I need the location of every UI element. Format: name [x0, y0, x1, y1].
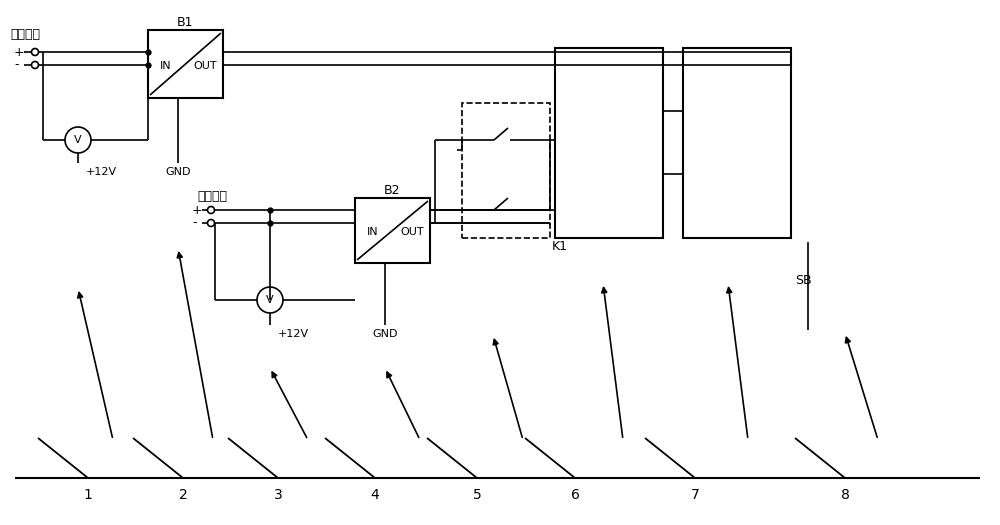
Bar	[355, 198, 430, 263]
Bar	[683, 48, 791, 238]
Text: GND: GND	[372, 329, 398, 339]
Text: 4: 4	[371, 488, 379, 502]
Text: +12V: +12V	[278, 329, 309, 339]
Text: IN: IN	[160, 61, 172, 71]
Text: +12V: +12V	[86, 167, 117, 177]
Text: -: -	[192, 216, 196, 229]
Text: OUT: OUT	[193, 61, 217, 71]
Bar	[462, 103, 550, 238]
Text: V: V	[266, 295, 274, 305]
Text: 5: 5	[473, 488, 481, 502]
Bar	[555, 48, 663, 238]
Text: 3: 3	[274, 488, 282, 502]
Text: K1: K1	[552, 239, 568, 253]
Text: 7: 7	[691, 488, 699, 502]
Text: 槽端电压: 槽端电压	[10, 28, 40, 41]
Bar	[148, 30, 223, 98]
Text: 2: 2	[179, 488, 187, 502]
Text: OUT: OUT	[400, 227, 424, 237]
Text: -: -	[14, 58, 18, 71]
Text: +: +	[14, 46, 25, 58]
Text: GND: GND	[165, 167, 191, 177]
Text: +: +	[192, 204, 203, 216]
Text: B2: B2	[384, 184, 400, 196]
Text: B1: B1	[177, 16, 193, 28]
Text: 8: 8	[841, 488, 849, 502]
Text: SB: SB	[795, 274, 812, 287]
Text: 电源电压: 电源电压	[197, 190, 227, 203]
Text: 6: 6	[571, 488, 579, 502]
Text: 1: 1	[84, 488, 92, 502]
Text: V: V	[74, 135, 82, 145]
Text: IN: IN	[367, 227, 379, 237]
